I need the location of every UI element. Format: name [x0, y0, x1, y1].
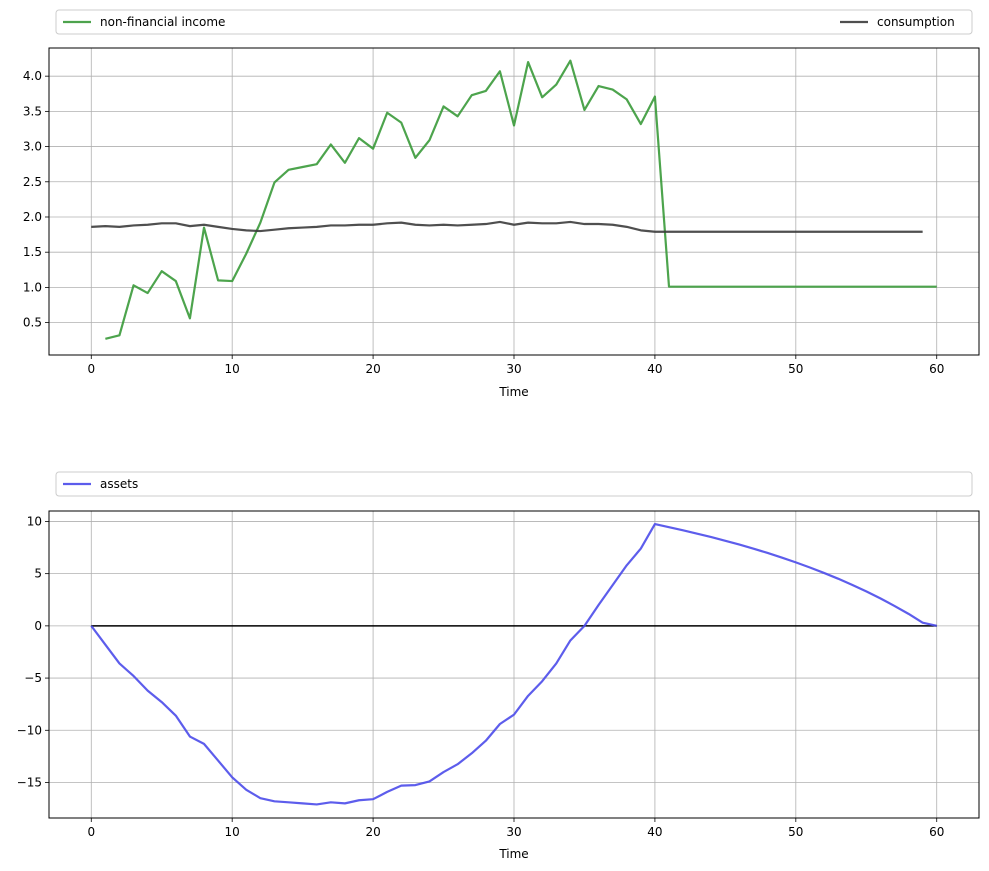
x-tick-label: 60	[929, 825, 944, 839]
y-tick-label: 2.0	[23, 210, 42, 224]
y-axis-ticks: 0.5 1.0 1.5 2.0 2.5 3.0 3.5 4.0	[23, 69, 49, 330]
series-line-non-financial-income	[105, 59, 937, 340]
grid-lines	[49, 48, 979, 355]
y-tick-label: 3.0	[23, 140, 42, 154]
legend-frame	[55, 471, 973, 497]
x-tick-label: 40	[647, 362, 662, 376]
y-tick-label: 10	[27, 514, 42, 528]
y-tick-label: 4.0	[23, 69, 42, 83]
y-tick-label: 5	[34, 567, 42, 581]
x-tick-label: 20	[365, 825, 380, 839]
series-line-assets	[90, 522, 937, 806]
y-tick-label: −5	[24, 671, 42, 685]
y-tick-label: 0.5	[23, 316, 42, 330]
x-tick-label: 50	[788, 825, 803, 839]
x-tick-label: 0	[87, 825, 95, 839]
series-line-consumption	[91, 220, 923, 233]
series-lines	[90, 522, 937, 806]
legend-label-non-financial-income: non-financial income	[100, 15, 225, 29]
legend: assets	[55, 471, 973, 497]
y-tick-label: 0	[34, 619, 42, 633]
y-tick-label: 2.5	[23, 175, 42, 189]
legend: non-financial income consumption	[55, 9, 973, 35]
y-tick-label: −15	[17, 775, 42, 789]
assets-panel: 0 10 20 30 40 50 60 −15 −10 −5 0 5 10 Time assets	[17, 471, 980, 861]
x-tick-label: 30	[506, 825, 521, 839]
x-axis-ticks: 0 10 20 30 40 50 60	[87, 818, 944, 839]
income-consumption-panel: 0 10 20 30 40 50 60 0.5 1.0 1.5 2.0 2.5 3.0 3.5 4.0 T…	[23, 9, 980, 399]
x-tick-label: 20	[365, 362, 380, 376]
legend-label-assets: assets	[100, 477, 138, 491]
y-tick-label: 1.5	[23, 245, 42, 259]
y-tick-label: 1.0	[23, 280, 42, 294]
x-tick-label: 60	[929, 362, 944, 376]
y-tick-label: 3.5	[23, 104, 42, 118]
series-lines	[91, 59, 937, 340]
x-tick-label: 30	[506, 362, 521, 376]
y-axis-ticks: −15 −10 −5 0 5 10	[17, 514, 49, 789]
legend-frame	[55, 9, 973, 35]
x-tick-label: 10	[225, 825, 240, 839]
y-tick-label: −10	[17, 723, 42, 737]
x-axis-title: Time	[498, 847, 528, 861]
x-axis-title: Time	[498, 385, 528, 399]
x-axis-ticks: 0 10 20 30 40 50 60	[87, 355, 944, 376]
x-tick-label: 10	[225, 362, 240, 376]
x-tick-label: 40	[647, 825, 662, 839]
x-tick-label: 50	[788, 362, 803, 376]
legend-label-consumption: consumption	[877, 15, 955, 29]
x-tick-label: 0	[87, 362, 95, 376]
